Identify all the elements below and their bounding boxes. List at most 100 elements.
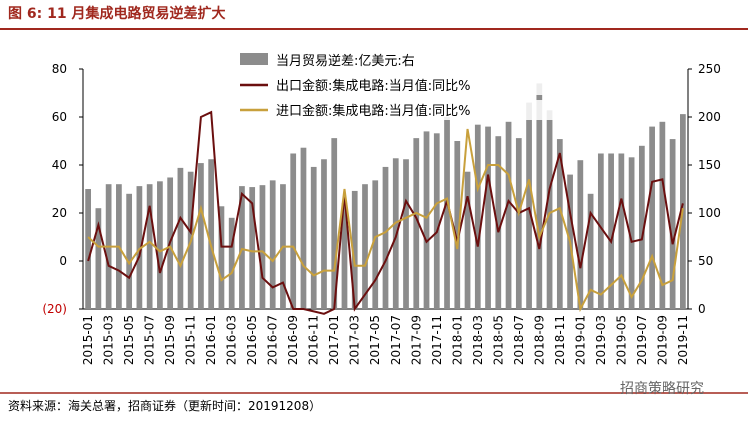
y2-tick-label: 100 [698,206,721,220]
bar [310,166,317,309]
x-tick-label: 2019-11 [676,315,690,365]
bar [239,186,245,309]
x-tick-label: 2019-03 [594,315,608,365]
x-tick-label: 2015-01 [81,315,95,365]
x-tick-label: 2016-01 [204,315,218,365]
bar [362,184,368,309]
bar [495,136,502,309]
line [87,110,684,315]
x-tick-label: 2018-07 [512,315,526,365]
bar [628,157,635,309]
bar [136,186,143,309]
bar [515,138,522,309]
x-tick-label: 2017-07 [389,315,403,365]
x-tick-label: 2015-03 [102,315,116,365]
bar [526,102,532,309]
bar [177,167,184,309]
bar [300,147,307,309]
bar [218,206,225,309]
legend-bg [236,75,556,95]
x-tick-label: 2016-07 [266,315,280,365]
bar [454,141,461,309]
bar [577,160,584,309]
source: 资料来源：海关总署，招商证券（更新时间：20191208） [8,398,321,413]
x-tick-label: 2016-11 [307,315,321,365]
bar [126,193,133,309]
bar [485,126,491,309]
bar [290,153,297,309]
x-tick-label: 2019-05 [614,315,628,365]
bar [249,187,256,309]
y-tick-label: 0 [59,254,67,268]
legend-label: 当月贸易逆差:亿美元:右 [276,53,415,69]
y-tick-label: 20 [52,206,67,220]
legend-label: 进口金额:集成电路:当月值:同比% [276,103,471,119]
chart-title: 图 6: 11 月集成电路贸易逆差扩大 [8,5,225,22]
bar [433,133,440,309]
x-tick-label: 2018-03 [471,315,485,365]
x-tick-label: 2016-09 [286,315,300,365]
bar [618,153,625,309]
x-tick-label: 2016-03 [225,315,239,365]
legend-bg [236,50,556,70]
bar [638,145,645,309]
x-tick-label: 2017-03 [348,315,362,365]
bar [372,180,379,309]
line [87,128,684,313]
bar [331,138,338,309]
x-tick-label: 2019-07 [635,315,649,365]
y2-tick-label: 200 [698,110,721,124]
x-tick-label: 2018-09 [532,315,546,365]
x-tick-label: 2017-01 [327,315,341,365]
bar [269,180,276,309]
y-tick-label: 80 [52,62,67,76]
x-tick-label: 2015-05 [122,315,136,365]
bar [556,139,563,309]
bar [321,159,327,309]
y-tick-label: 60 [52,110,67,124]
bar [423,131,430,309]
watermark: 招商策略研究 [620,380,704,397]
bar [382,166,389,309]
legend-label: 出口金额:集成电路:当月值:同比% [276,78,471,94]
bar [608,153,614,309]
bar [587,193,594,309]
bar [259,185,266,309]
x-tick-label: 2017-11 [430,315,444,365]
x-tick-label: 2018-01 [450,315,464,365]
bar [464,171,471,309]
x-tick-label: 2018-11 [553,315,567,365]
y2-tick-label: 150 [698,158,721,172]
bar [95,208,102,309]
x-tick-label: 2017-05 [368,315,382,365]
bar [403,159,409,309]
bar [341,203,348,309]
bar [413,138,420,309]
y2-tick-label: 0 [698,302,706,316]
x-tick-label: 2017-09 [409,315,423,365]
bar [546,110,553,309]
y-tick-label: (20) [42,302,67,316]
bar [444,117,450,309]
bar [351,190,358,309]
x-tick-label: 2015-09 [163,315,177,365]
y2-tick-label: 50 [698,254,713,268]
x-tick-label: 2019-01 [573,315,587,365]
bar [208,159,215,309]
x-tick-label: 2019-09 [655,315,669,365]
x-tick-label: 2018-05 [491,315,505,365]
bar [536,83,543,310]
legend-bg [236,100,556,120]
bar [146,184,153,309]
bar [505,121,512,309]
y2-tick-label: 250 [698,62,721,76]
bar [228,217,235,309]
bar [649,126,655,309]
bar [474,124,481,310]
bar [669,139,676,309]
bar [597,153,604,309]
x-tick-label: 2016-05 [245,315,259,365]
legend-swatch [240,53,268,65]
bar [157,181,163,309]
